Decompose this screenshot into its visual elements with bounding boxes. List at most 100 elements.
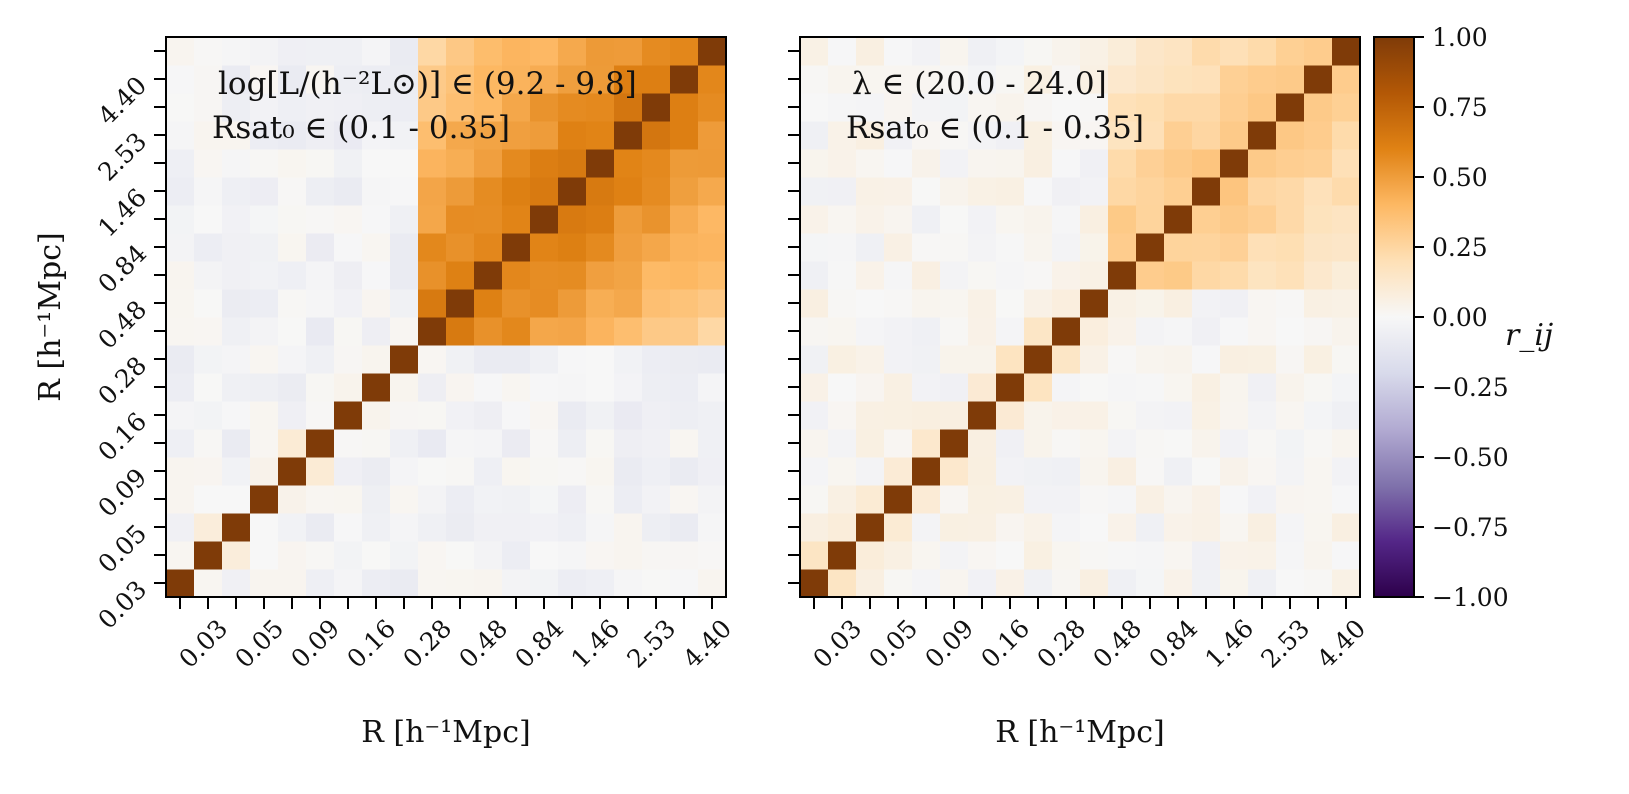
heatmap-cell [334,541,363,570]
heatmap-cell [968,205,997,234]
heatmap-cell [1276,457,1305,486]
heatmap-cell [390,457,419,486]
heatmap-cell [306,401,335,430]
heatmap-cell [996,149,1025,178]
heatmap-cell [698,177,727,206]
x-tick-label: 0.09 [919,614,979,674]
heatmap-cell [334,457,363,486]
heatmap-cell [800,569,829,598]
y-tick-label: 0.28 [92,351,152,411]
heatmap-cell [996,485,1025,514]
heatmap-cell [698,485,727,514]
heatmap-cell [1108,149,1137,178]
heatmap-cell [1108,569,1137,598]
heatmap-cell [390,65,419,94]
heatmap-cell [166,177,195,206]
colorbar-tick-label: −1.00 [1432,583,1509,612]
heatmap-cell [446,513,475,542]
heatmap-cell [1220,261,1249,290]
heatmap-cell [418,513,447,542]
heatmap-cell [1108,401,1137,430]
heatmap-cell [940,205,969,234]
heatmap-cell [1080,401,1109,430]
heatmap-cell [474,541,503,570]
heatmap-cell [884,569,913,598]
heatmap-cell [166,373,195,402]
heatmap-cell [530,485,559,514]
heatmap-cell [278,457,307,486]
heatmap-cell [614,317,643,346]
heatmap-cell [474,233,503,262]
heatmap-cell [1248,149,1277,178]
heatmap-cell [800,149,829,178]
heatmap-cell [558,121,587,150]
heatmap-cell [194,261,223,290]
heatmap-cell [698,37,727,66]
heatmap-cell [698,233,727,262]
heatmap-cell [828,177,857,206]
heatmap-cell [884,373,913,402]
heatmap-cell [800,65,829,94]
heatmap-cell [502,261,531,290]
heatmap-cell [856,289,885,318]
heatmap-cell [334,233,363,262]
heatmap-cell [306,149,335,178]
heatmap-cell [334,401,363,430]
heatmap-cell [1332,513,1361,542]
heatmap-cell [996,65,1025,94]
heatmap-cell [698,373,727,402]
heatmap-cell [502,373,531,402]
heatmap-cell [1304,261,1333,290]
heatmap-cell [912,429,941,458]
heatmap-cell [166,93,195,122]
heatmap-cell [614,233,643,262]
heatmap-cell [828,149,857,178]
heatmap-cell [940,261,969,290]
heatmap-cell [334,429,363,458]
heatmap-cell [306,513,335,542]
heatmap-cell [996,541,1025,570]
heatmap-cell [334,261,363,290]
heatmap-cell [1220,121,1249,150]
heatmap-cell [884,177,913,206]
heatmap-cell [884,513,913,542]
heatmap-cell [362,121,391,150]
heatmap-cell [334,289,363,318]
heatmap-cell [474,373,503,402]
heatmap-cell [856,401,885,430]
heatmap-cell [642,289,671,318]
heatmap-cell [530,233,559,262]
heatmap-cell [1108,457,1137,486]
heatmap-cell [558,569,587,598]
heatmap-cell [1108,177,1137,206]
heatmap-cell [1164,513,1193,542]
heatmap-cell [1220,289,1249,318]
heatmap-cell [558,65,587,94]
heatmap-cell [1248,177,1277,206]
heatmap-cell [1248,569,1277,598]
heatmap-cell [940,121,969,150]
heatmap-cell [530,429,559,458]
heatmap-cell [968,233,997,262]
heatmap-cell [968,261,997,290]
heatmap-cell [390,569,419,598]
heatmap-cell [278,261,307,290]
heatmap-cell [1052,429,1081,458]
heatmap-cell [502,205,531,234]
heatmap-cell [502,317,531,346]
heatmap-cell [996,177,1025,206]
heatmap-cell [530,121,559,150]
heatmap-cell [1080,485,1109,514]
heatmap-cell [1024,177,1053,206]
heatmap-cell [1304,317,1333,346]
heatmap-cell [502,345,531,374]
heatmap-cell [390,233,419,262]
heatmap-cell [166,289,195,318]
heatmap-cell [502,233,531,262]
heatmap-cell [418,37,447,66]
y-tick-label: 0.16 [92,407,152,467]
heatmap-cell [194,373,223,402]
heatmap-cell [1052,37,1081,66]
heatmap-cell [940,569,969,598]
heatmap-cell [1304,149,1333,178]
